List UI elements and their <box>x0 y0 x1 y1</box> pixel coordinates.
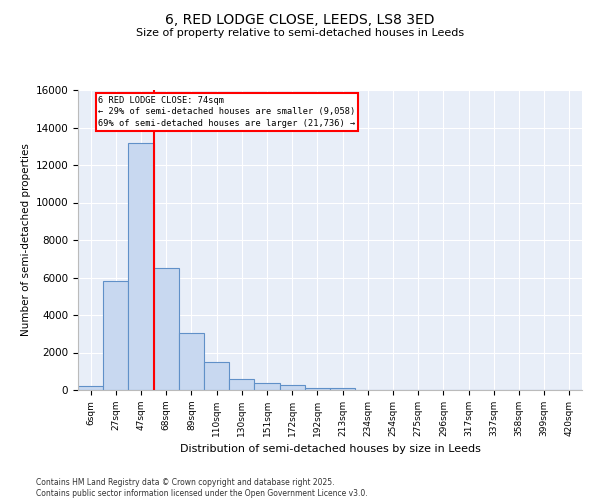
Y-axis label: Number of semi-detached properties: Number of semi-detached properties <box>22 144 31 336</box>
Text: Size of property relative to semi-detached houses in Leeds: Size of property relative to semi-detach… <box>136 28 464 38</box>
Bar <box>78 386 103 390</box>
Bar <box>204 362 229 390</box>
Text: Contains HM Land Registry data © Crown copyright and database right 2025.
Contai: Contains HM Land Registry data © Crown c… <box>36 478 368 498</box>
Bar <box>128 142 154 390</box>
Bar <box>179 333 204 390</box>
Bar <box>254 384 280 390</box>
Text: 6, RED LODGE CLOSE, LEEDS, LS8 3ED: 6, RED LODGE CLOSE, LEEDS, LS8 3ED <box>165 12 435 26</box>
Bar <box>305 388 330 390</box>
Bar <box>330 388 355 390</box>
Bar <box>154 268 179 390</box>
Text: 6 RED LODGE CLOSE: 74sqm
← 29% of semi-detached houses are smaller (9,058)
69% o: 6 RED LODGE CLOSE: 74sqm ← 29% of semi-d… <box>98 96 355 128</box>
X-axis label: Distribution of semi-detached houses by size in Leeds: Distribution of semi-detached houses by … <box>179 444 481 454</box>
Bar <box>229 379 254 390</box>
Bar <box>280 386 305 390</box>
Bar <box>103 281 128 390</box>
